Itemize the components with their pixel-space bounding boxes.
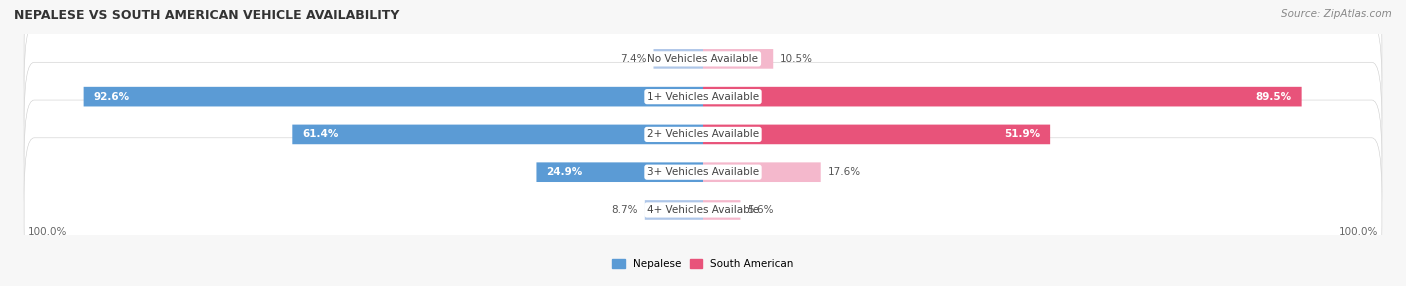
Text: NEPALESE VS SOUTH AMERICAN VEHICLE AVAILABILITY: NEPALESE VS SOUTH AMERICAN VEHICLE AVAIL… <box>14 9 399 21</box>
Text: 1+ Vehicles Available: 1+ Vehicles Available <box>647 92 759 102</box>
Text: 89.5%: 89.5% <box>1256 92 1292 102</box>
Text: 61.4%: 61.4% <box>302 130 339 139</box>
Legend: Nepalese, South American: Nepalese, South American <box>607 255 799 273</box>
Text: 3+ Vehicles Available: 3+ Vehicles Available <box>647 167 759 177</box>
FancyBboxPatch shape <box>24 25 1382 169</box>
Text: 17.6%: 17.6% <box>827 167 860 177</box>
FancyBboxPatch shape <box>703 125 1050 144</box>
FancyBboxPatch shape <box>24 62 1382 206</box>
Text: 10.5%: 10.5% <box>780 54 813 64</box>
Text: 51.9%: 51.9% <box>1004 130 1040 139</box>
Text: Source: ZipAtlas.com: Source: ZipAtlas.com <box>1281 9 1392 19</box>
FancyBboxPatch shape <box>703 200 741 220</box>
Text: 8.7%: 8.7% <box>612 205 638 215</box>
FancyBboxPatch shape <box>703 162 821 182</box>
FancyBboxPatch shape <box>24 138 1382 282</box>
Text: 5.6%: 5.6% <box>747 205 773 215</box>
Text: 100.0%: 100.0% <box>28 227 67 237</box>
Text: 7.4%: 7.4% <box>620 54 647 64</box>
FancyBboxPatch shape <box>24 0 1382 131</box>
Text: 2+ Vehicles Available: 2+ Vehicles Available <box>647 130 759 139</box>
Text: 92.6%: 92.6% <box>94 92 129 102</box>
FancyBboxPatch shape <box>537 162 703 182</box>
FancyBboxPatch shape <box>83 87 703 106</box>
FancyBboxPatch shape <box>292 125 703 144</box>
FancyBboxPatch shape <box>654 49 703 69</box>
Text: 100.0%: 100.0% <box>1339 227 1378 237</box>
Text: No Vehicles Available: No Vehicles Available <box>648 54 758 64</box>
FancyBboxPatch shape <box>703 49 773 69</box>
Text: 4+ Vehicles Available: 4+ Vehicles Available <box>647 205 759 215</box>
FancyBboxPatch shape <box>24 100 1382 244</box>
Text: 24.9%: 24.9% <box>547 167 582 177</box>
FancyBboxPatch shape <box>703 87 1302 106</box>
FancyBboxPatch shape <box>645 200 703 220</box>
